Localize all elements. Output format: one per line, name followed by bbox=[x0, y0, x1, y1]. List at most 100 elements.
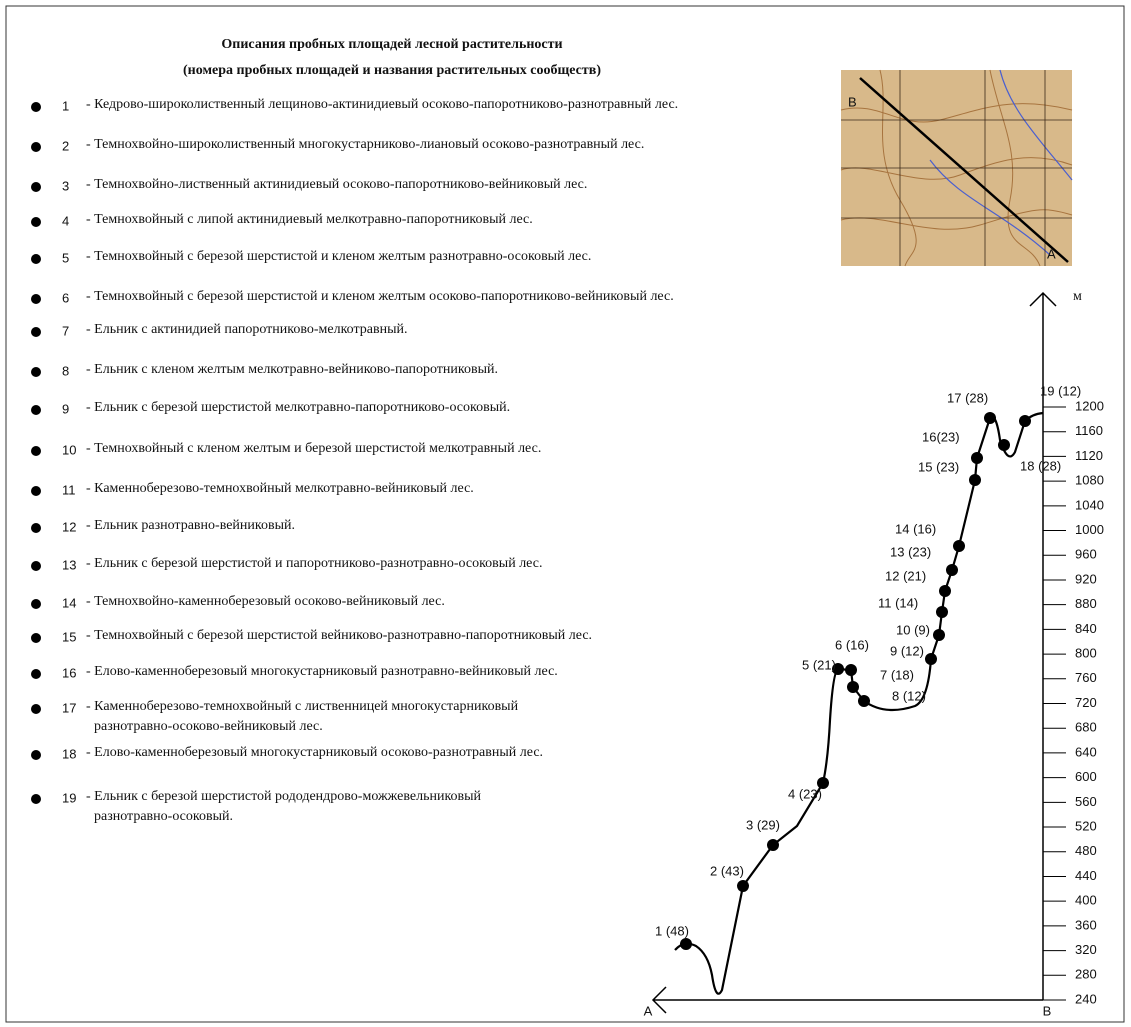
item-text: - Каменноберезово-темнохвойный мелкотрав… bbox=[86, 481, 474, 496]
item-text: - Елово-каменноберезовый многокустарнико… bbox=[86, 664, 558, 679]
bullet bbox=[31, 367, 41, 377]
point-label: 14 (16) bbox=[895, 521, 936, 536]
tick-label: 280 bbox=[1075, 967, 1097, 982]
title: (номера пробных площадей и названия раст… bbox=[183, 63, 601, 78]
item-text: разнотравно-осоковый. bbox=[94, 809, 233, 824]
bullet bbox=[31, 294, 41, 304]
point-label: 15 (23) bbox=[918, 459, 959, 474]
item-number: 6 bbox=[62, 290, 69, 305]
sample-point bbox=[953, 540, 965, 552]
tick-label: 240 bbox=[1075, 991, 1097, 1006]
item-text: - Елово-каменноберезовый многокустарнико… bbox=[86, 745, 543, 760]
point-label: 5 (21) bbox=[802, 657, 836, 672]
tick-label: 920 bbox=[1075, 571, 1097, 586]
end-label: A bbox=[644, 1003, 653, 1018]
point-label: 12 (21) bbox=[885, 568, 926, 583]
item-text: - Ельник с березой шерстистой мелкотравн… bbox=[86, 400, 510, 415]
bullet bbox=[31, 523, 41, 533]
point-label: 19 (12) bbox=[1040, 383, 1081, 398]
map-label: A bbox=[1047, 246, 1056, 261]
item-number: 7 bbox=[62, 323, 69, 338]
tick-label: 400 bbox=[1075, 893, 1097, 908]
item-text: - Ельник с березой шерстистой и папоротн… bbox=[86, 556, 542, 571]
map: B A bbox=[841, 70, 1072, 266]
tick-label: 440 bbox=[1075, 868, 1097, 883]
item-text: - Ельник с кленом желтым мелкотравно-вей… bbox=[86, 362, 498, 377]
bullet bbox=[31, 486, 41, 496]
tick-label: 520 bbox=[1075, 818, 1097, 833]
item-number: 9 bbox=[62, 401, 69, 416]
sample-point bbox=[984, 412, 996, 424]
point-label: 3 (29) bbox=[746, 817, 780, 832]
item-text: - Ельник с актинидией папоротниково-мелк… bbox=[86, 322, 408, 337]
sample-point bbox=[933, 629, 945, 641]
sample-point bbox=[939, 585, 951, 597]
point-label: 1 (48) bbox=[655, 923, 689, 938]
tick-label: 480 bbox=[1075, 843, 1097, 858]
sample-point bbox=[845, 664, 857, 676]
item-text: - Ельник с березой шерстистой рододендро… bbox=[86, 789, 482, 804]
point-label: 6 (16) bbox=[835, 637, 869, 652]
item-number: 19 bbox=[62, 790, 76, 805]
sample-point bbox=[998, 439, 1010, 451]
tick-label: 1080 bbox=[1075, 473, 1104, 488]
point-label: 4 (23) bbox=[788, 786, 822, 801]
tick-label: 1160 bbox=[1075, 423, 1103, 438]
tick-label: 600 bbox=[1075, 769, 1097, 784]
bullet bbox=[31, 446, 41, 456]
item-text: - Темнохвойно-лиственный актинидиевый ос… bbox=[86, 177, 587, 192]
item-number: 1 bbox=[62, 98, 69, 113]
end-label: B bbox=[1043, 1003, 1052, 1018]
tick-label: 800 bbox=[1075, 646, 1097, 661]
map-label: B bbox=[848, 94, 857, 109]
sample-point bbox=[767, 839, 779, 851]
title: Описания пробных площадей лесной растите… bbox=[221, 37, 562, 52]
bullet bbox=[31, 102, 41, 112]
item-number: 3 bbox=[62, 178, 69, 193]
bullet bbox=[31, 405, 41, 415]
item-text: - Ельник разнотравно-вейниковый. bbox=[86, 518, 295, 533]
item-text: - Темнохвойно-каменноберезовый осоково-в… bbox=[86, 594, 445, 609]
item-text: - Темнохвойный с березой шерстистой и кл… bbox=[86, 249, 591, 264]
item-number: 11 bbox=[62, 482, 76, 497]
item-text: - Темнохвойный с березой шерстистой и кл… bbox=[86, 289, 674, 304]
bullet bbox=[31, 327, 41, 337]
tick-label: 320 bbox=[1075, 942, 1097, 957]
item-text: - Кедрово-широколиственный лещиново-акти… bbox=[86, 97, 678, 112]
bullet bbox=[31, 599, 41, 609]
sample-point bbox=[1019, 415, 1031, 427]
item-number: 17 bbox=[62, 700, 76, 715]
tick-label: 360 bbox=[1075, 917, 1097, 932]
tick-label: 840 bbox=[1075, 621, 1097, 636]
bullet bbox=[31, 704, 41, 714]
sample-point bbox=[925, 653, 937, 665]
tick-label: 760 bbox=[1075, 670, 1097, 685]
sample-point bbox=[847, 681, 859, 693]
item-number: 18 bbox=[62, 746, 76, 761]
point-label: 9 (12) bbox=[890, 643, 924, 658]
item-text: - Темнохвойный с кленом желтым и березой… bbox=[86, 441, 541, 456]
point-label: 8 (12) bbox=[892, 688, 926, 703]
point-label: 16(23) bbox=[922, 429, 960, 444]
bullet bbox=[31, 142, 41, 152]
sample-point bbox=[858, 695, 870, 707]
bullet bbox=[31, 254, 41, 264]
page: Описания пробных площадей лесной растите… bbox=[0, 0, 1131, 1027]
sample-point bbox=[946, 564, 958, 576]
point-label: 11 (14) bbox=[878, 595, 918, 610]
item-text: - Каменноберезово-темнохвойный с листвен… bbox=[86, 699, 519, 714]
tick-label: 1200 bbox=[1075, 398, 1104, 413]
tick-label: 1040 bbox=[1075, 497, 1104, 512]
item-number: 16 bbox=[62, 665, 76, 680]
bullet bbox=[31, 633, 41, 643]
point-label: 7 (18) bbox=[880, 667, 914, 682]
item-text: - Темнохвойно-широколиственный многокуст… bbox=[86, 137, 644, 152]
tick-label: 720 bbox=[1075, 695, 1097, 710]
tick-label: 1000 bbox=[1075, 522, 1104, 537]
tick-label: 560 bbox=[1075, 794, 1097, 809]
tick-label: 640 bbox=[1075, 744, 1097, 759]
item-number: 2 bbox=[62, 138, 69, 153]
sample-point bbox=[737, 880, 749, 892]
item-number: 10 bbox=[62, 442, 76, 457]
bullet bbox=[31, 750, 41, 760]
